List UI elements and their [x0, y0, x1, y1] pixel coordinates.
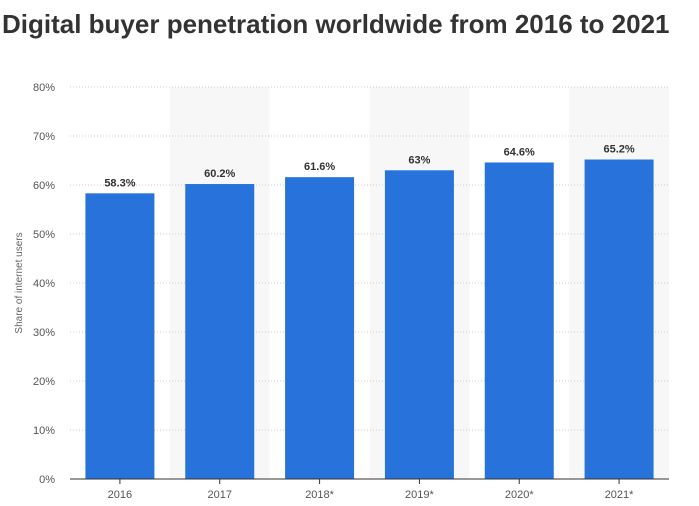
bar: [285, 177, 355, 479]
data-label: 61.6%: [304, 161, 335, 173]
data-label: 58.3%: [104, 177, 135, 189]
x-axis-ticks: 2016 2017 2018* 2019* 2020* 2021*: [108, 479, 634, 501]
bar: [185, 184, 255, 479]
x-tick-label: 2018*: [305, 489, 334, 501]
y-tick-label: 0%: [39, 474, 55, 486]
bars: [85, 159, 654, 480]
y-tick-label: 60%: [33, 180, 55, 192]
data-label: 64.6%: [504, 146, 535, 158]
y-tick-label: 70%: [33, 131, 55, 143]
data-label: 60.2%: [204, 168, 235, 180]
y-tick-label: 80%: [33, 82, 55, 94]
gridlines: [70, 86, 669, 431]
y-tick-label: 20%: [33, 376, 55, 388]
x-tick-label: 2020*: [505, 489, 534, 501]
x-tick-label: 2016: [108, 489, 132, 501]
data-label: 63%: [408, 154, 430, 166]
y-tick-label: 50%: [33, 229, 55, 241]
x-tick-label: 2017: [208, 489, 232, 501]
chart-title: Digital buyer penetration worldwide from…: [2, 9, 670, 39]
y-tick-label: 10%: [33, 425, 55, 437]
y-tick-label: 40%: [33, 278, 55, 290]
bar: [384, 170, 454, 480]
bar: [584, 159, 654, 479]
bar: [85, 193, 155, 479]
y-tick-label: 30%: [33, 327, 55, 339]
y-axis-label: Share of internet users: [14, 232, 25, 333]
x-tick-label: 2021*: [605, 489, 634, 501]
x-tick-label: 2019*: [405, 489, 434, 501]
bar: [484, 162, 554, 479]
y-axis-ticks: 0% 10% 20% 30% 40% 50% 60% 70% 80%: [33, 82, 55, 486]
data-label: 65.2%: [603, 144, 634, 156]
data-labels: 58.3% 60.2% 61.6% 63% 64.6% 65.2%: [104, 144, 635, 190]
